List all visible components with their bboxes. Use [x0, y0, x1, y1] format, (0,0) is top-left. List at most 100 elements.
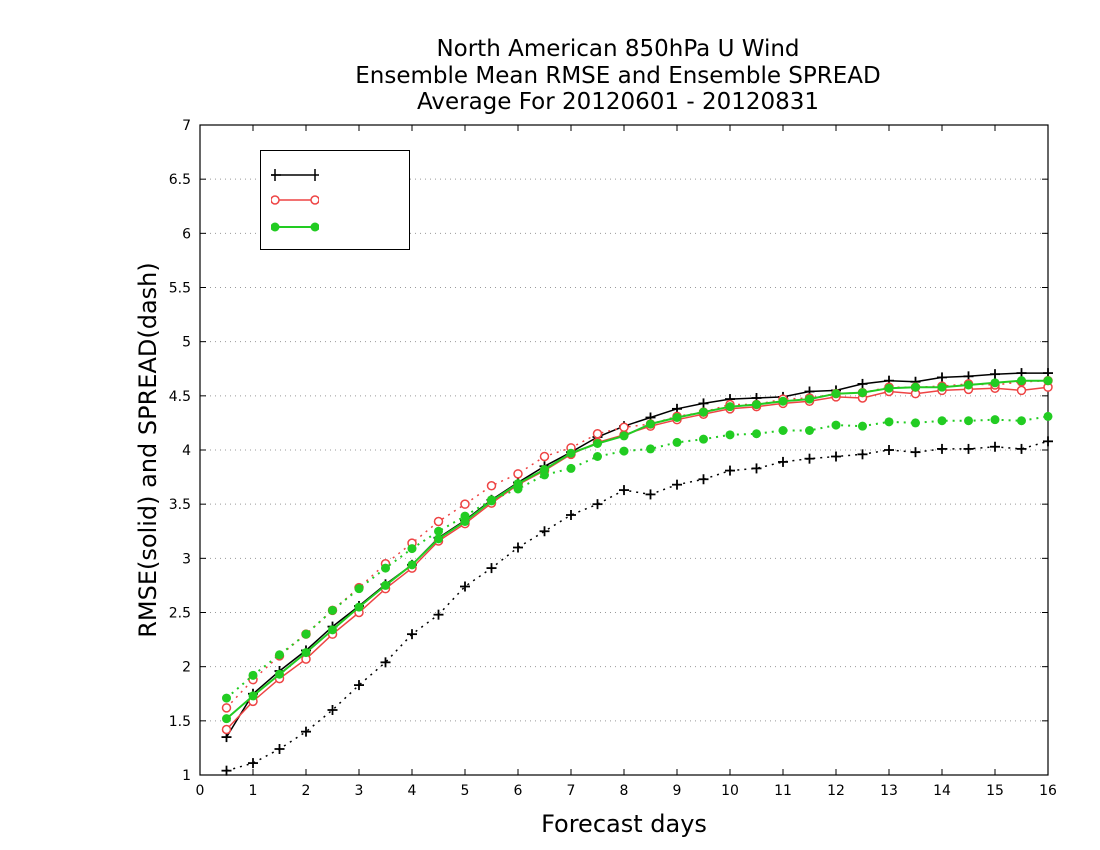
x-tick-label: 14 [933, 783, 951, 799]
series-3-rmse-point [752, 400, 761, 409]
x-tick-label: 10 [721, 783, 739, 799]
series-3-rmse-point [937, 382, 947, 392]
series-3-rmse-point [619, 431, 629, 441]
series-1-spread-point [248, 758, 258, 769]
x-tick-label: 7 [567, 783, 576, 799]
series-1-spread-point [433, 609, 444, 620]
x-tick-label: 9 [673, 783, 682, 799]
series-3-spread-point [434, 526, 443, 536]
series-1-spread-point [274, 744, 285, 754]
series-3-rmse-point [354, 602, 364, 612]
x-tick-label: 1 [249, 783, 258, 799]
series-1-spread-point [301, 726, 311, 737]
series-3-rmse-point [328, 625, 337, 635]
series-1-spread-point [1043, 436, 1053, 447]
series-3-rmse-point [434, 534, 443, 544]
series-3-spread-point [646, 444, 655, 454]
series-3-spread-point [328, 605, 337, 615]
series-1-spread-point [221, 765, 232, 776]
series-3-spread-point [381, 563, 390, 573]
series-3-rmse-point [725, 402, 735, 412]
series-1-spread-point [645, 489, 656, 500]
series-3-rmse-point [858, 388, 867, 398]
series-3-spread-point [699, 434, 708, 444]
x-tick-label: 16 [1039, 783, 1057, 799]
series-3-spread-point [460, 511, 470, 521]
series-2-spread-line [225, 379, 1049, 709]
series-3-spread-point [725, 430, 735, 440]
y-tick-label: 5.5 [169, 281, 191, 297]
series-2-rmse-line [225, 386, 1049, 731]
series-1-spread-point [539, 526, 550, 537]
series-3-rmse-point [1043, 376, 1053, 386]
x-axis-label: Forecast days [541, 810, 707, 838]
series-1-rmse-point [857, 378, 868, 389]
y-tick-label: 3.5 [169, 497, 191, 513]
y-tick-label: 1.5 [169, 714, 191, 730]
legend-marker-open-circle [271, 195, 319, 205]
series-1-spread-point [460, 581, 470, 592]
series-1-spread-point [407, 629, 417, 640]
chart-legend [260, 150, 410, 250]
series-1-spread-point [963, 443, 974, 454]
series-1-spread-point [990, 441, 1000, 452]
series-1-spread-point [619, 485, 629, 496]
series-3-spread-point [990, 415, 1000, 425]
series-3-rmse-point [248, 691, 258, 701]
series-3-spread-point [566, 463, 576, 473]
series-3-spread-point [593, 452, 602, 461]
series-3-spread-point [513, 484, 523, 494]
series-3-spread-point [487, 495, 496, 505]
y-tick-label: 6 [182, 226, 191, 242]
series-1-spread-point [513, 542, 523, 553]
series-3-rmse-point [990, 378, 1000, 388]
series-1-spread-point [751, 463, 762, 474]
x-tick-label: 3 [355, 783, 364, 799]
series-3-spread-point [937, 416, 947, 426]
series-1-spread-point [910, 447, 921, 458]
series-3-spread-point [964, 416, 973, 426]
legend-marker-filled-circle [271, 222, 319, 232]
series-3-spread-point [248, 670, 258, 680]
series-3-rmse-point [1017, 376, 1026, 386]
series-3-spread-line [225, 415, 1049, 699]
chart-title-line-3: Average For 20120601 - 20120831 [416, 89, 820, 115]
x-tick-label: 5 [461, 783, 470, 799]
y-tick-label: 5 [182, 335, 191, 351]
series-1-spread-point [672, 479, 682, 490]
y-tick-label: 4.5 [169, 389, 191, 405]
series-1-spread-point [778, 456, 788, 467]
series-2-rmse-point [221, 724, 232, 735]
series-3-spread-point [1017, 416, 1026, 426]
series-2-spread-point [539, 451, 550, 462]
series-1-spread-point [857, 449, 868, 460]
y-axis-label: RMSE(solid) and SPREAD(dash) [134, 262, 162, 638]
y-tick-label: 2.5 [169, 606, 191, 622]
series-2-spread-point [486, 481, 497, 491]
series-2-rmse-point [1016, 385, 1027, 396]
series-3-rmse-point [884, 383, 894, 393]
series-3-spread-point [805, 426, 814, 435]
series-1-spread-point [937, 443, 947, 454]
series-1-spread-line [226, 440, 1049, 772]
series-1-rmse-point [698, 398, 709, 409]
series-3-spread-point [301, 629, 311, 639]
x-tick-label: 0 [196, 783, 205, 799]
series-3-spread-point [752, 429, 761, 439]
series-1-spread-point [566, 510, 576, 520]
legend-entry-series-1 [261, 165, 411, 185]
x-tick-label: 6 [514, 783, 523, 799]
series-3-rmse-point [805, 394, 814, 404]
series-1-spread-point [698, 474, 709, 485]
series-3-spread-point [540, 470, 549, 480]
series-3-rmse-point [381, 580, 390, 590]
series-3-spread-point [858, 421, 867, 431]
y-tick-label: 4 [182, 443, 191, 459]
legend-entry-series-3 [261, 217, 411, 237]
y-tick-label: 3 [182, 551, 191, 567]
series-2-spread-point [592, 429, 603, 439]
series-1-spread-point [354, 680, 364, 691]
series-3-spread-point [831, 420, 841, 430]
series-1-rmse-point [937, 372, 947, 383]
